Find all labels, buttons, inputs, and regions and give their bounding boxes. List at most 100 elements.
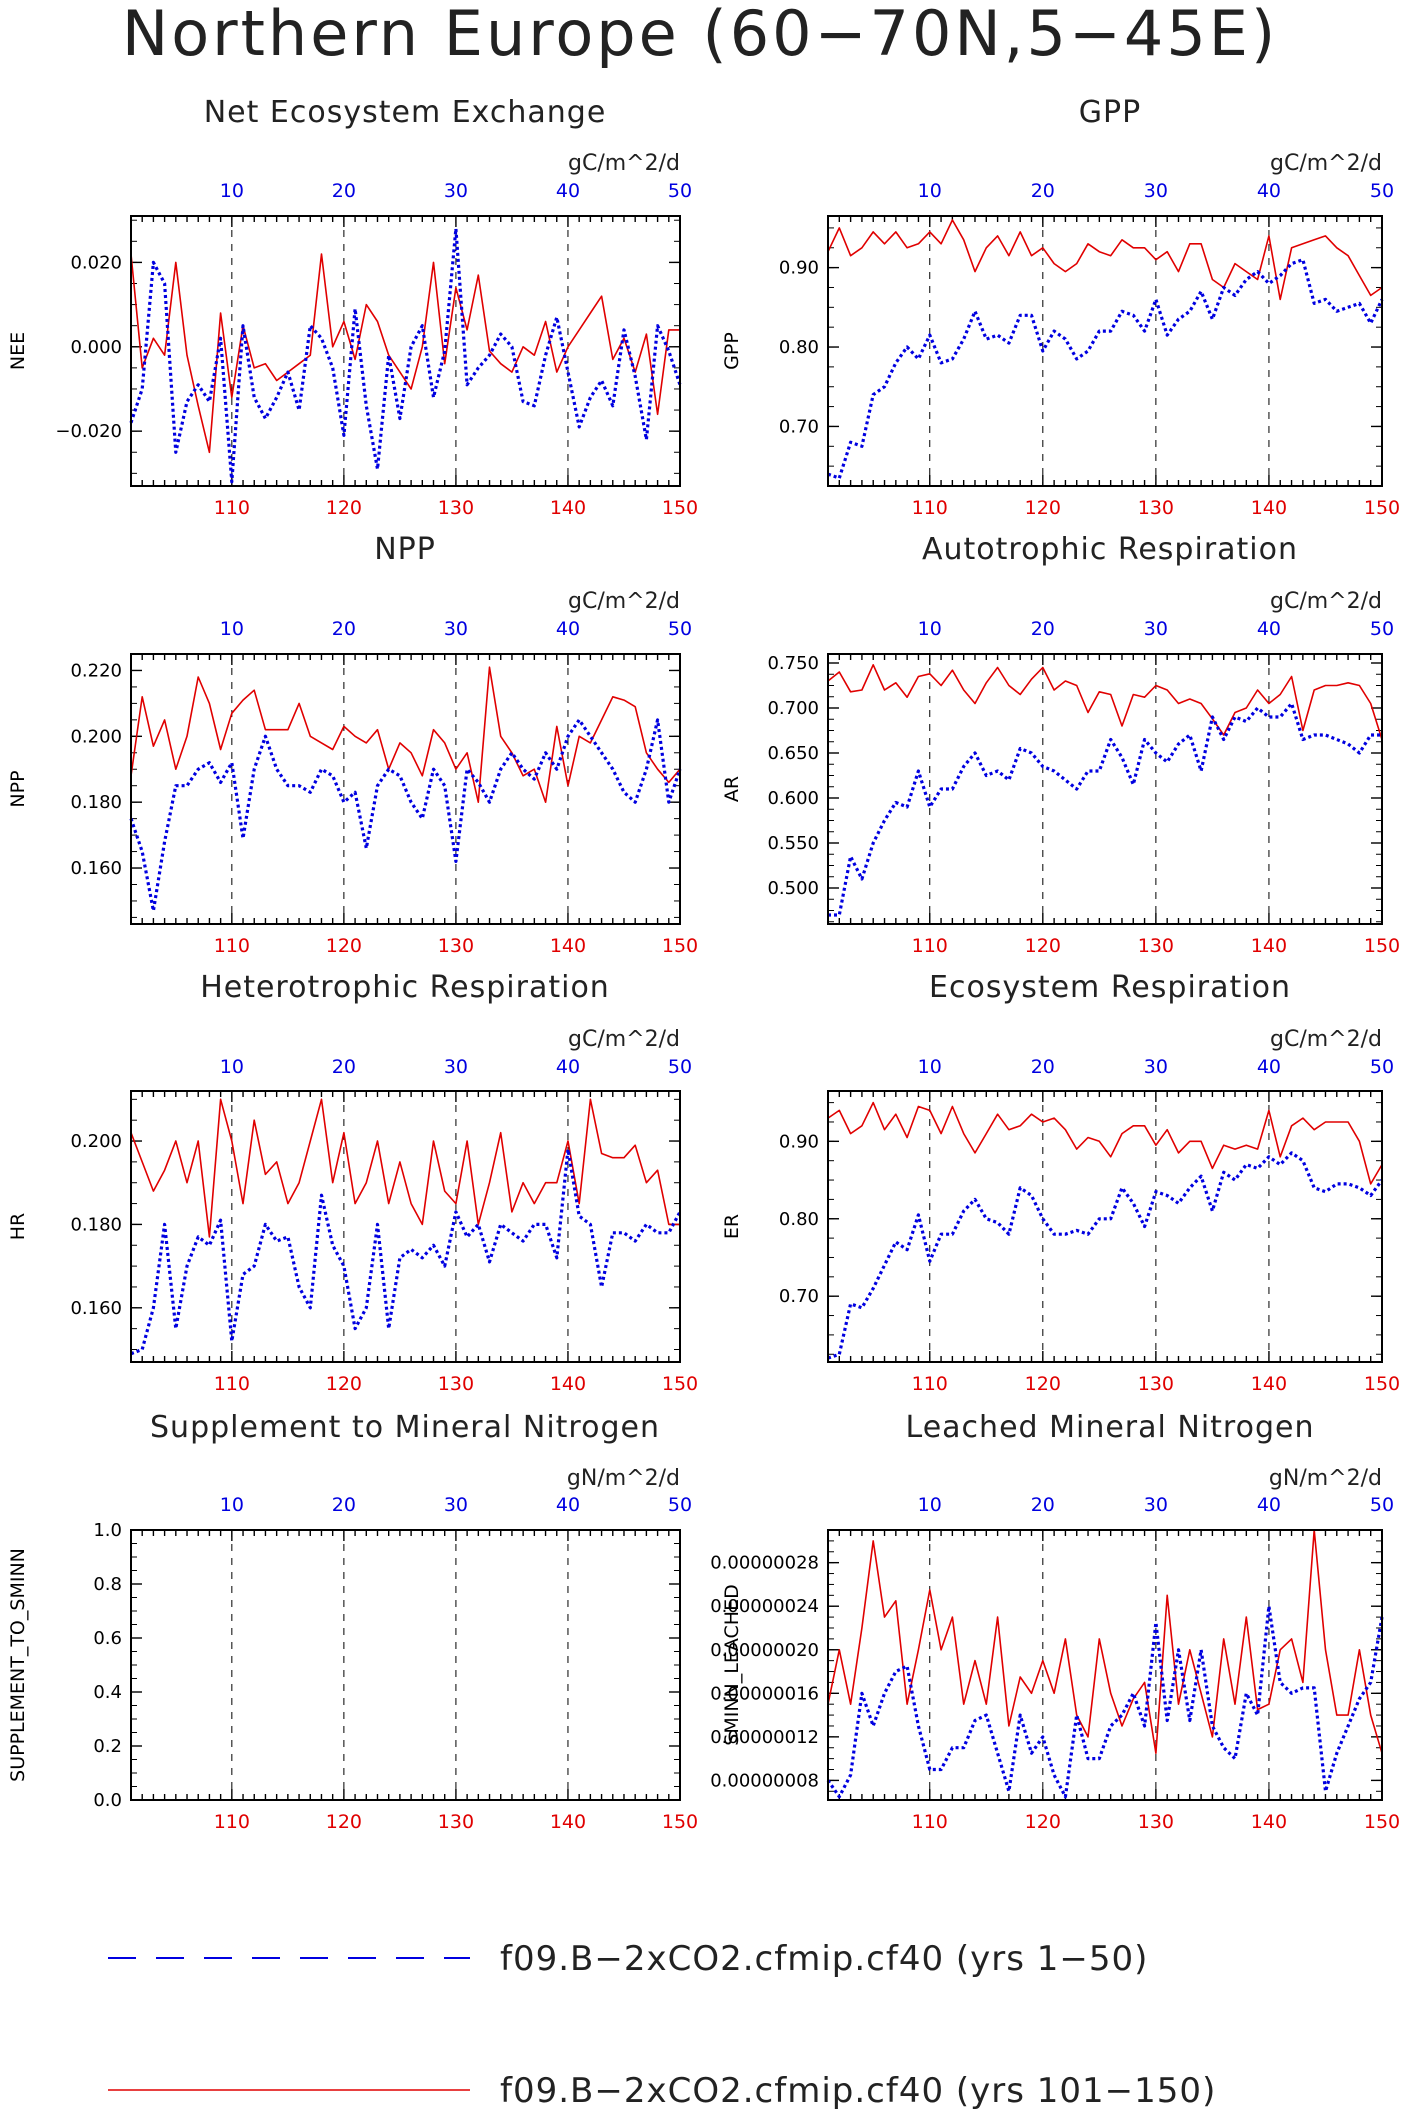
series-line-yrs-101-150 (827, 663, 1383, 740)
x-top-tick-label: 40 (1257, 180, 1281, 202)
y-tick-label: 0.00000016 (710, 1683, 819, 1704)
x-tick-label: 140 (550, 935, 586, 957)
y-axis-label: HR (7, 1213, 29, 1241)
plot-frame (130, 215, 681, 487)
x-top-tick-label: 30 (1144, 1494, 1168, 1516)
figure-title: Northern Europe (60−70N,5−45E) (122, 0, 1278, 70)
y-tick-label: 0.6 (93, 1628, 122, 1649)
x-tick-label: 130 (438, 935, 474, 957)
series-line-yrs-101-150 (827, 219, 1383, 301)
panel-gpp: GPP gC/m^2/d 110 120 130 140 150 10 20 30 40 50 0.90… (721, 95, 1400, 519)
series-line-yrs-1-50 (129, 718, 682, 913)
y-tick-label: 0.2 (93, 1736, 122, 1757)
x-tick-label: 140 (1251, 1811, 1287, 1833)
x-top-tick-label: 30 (1144, 180, 1168, 202)
x-tick-label: 130 (1138, 935, 1174, 957)
plot-frame (827, 215, 1383, 487)
y-tick-label: 0.80 (779, 1209, 819, 1230)
y-tick-label: 0.90 (779, 1131, 819, 1152)
y-tick-label: 0.000 (70, 337, 122, 358)
y-axis-label: NEE (7, 332, 29, 370)
x-tick-label: 110 (214, 497, 250, 519)
x-tick-label: 120 (1025, 1373, 1061, 1395)
units-label: gC/m^2/d (568, 589, 680, 614)
panel-autotrophic-respiration: Autotrophic Respiration gC/m^2/d 110 120 130… (721, 532, 1400, 957)
series-line-yrs-1-50 (828, 701, 1382, 917)
panel-supplement-to-mineral-nitrogen: Supplement to Mineral Nitrogen gN/m^2/d 11… (7, 1410, 698, 1833)
series-line-yrs-101-150 (827, 1529, 1383, 1754)
y-tick-label: 0.0 (93, 1790, 122, 1811)
x-tick-label: 120 (1025, 935, 1061, 957)
series-line-yrs-1-50 (129, 227, 682, 484)
x-tick-label: 140 (550, 497, 586, 519)
x-top-tick-label: 30 (444, 180, 468, 202)
units-label: gC/m^2/d (568, 1027, 680, 1052)
y-tick-label: 0.600 (767, 788, 819, 809)
y-tick-label: 0.00000008 (710, 1770, 819, 1791)
y-tick-label: 0.00000028 (710, 1553, 819, 1574)
x-tick-label: 110 (214, 1373, 250, 1395)
x-top-tick-label: 50 (668, 180, 692, 202)
units-label: gC/m^2/d (1270, 151, 1382, 176)
series-line-yrs-101-150 (130, 1098, 680, 1238)
x-tick-label: 130 (438, 1811, 474, 1833)
series-line-yrs-101-150 (130, 666, 681, 804)
legend: f09.B−2xCO2.cfmip.cf40 (yrs 1−50) f09.B−… (108, 1939, 1216, 2111)
chart-panels: Net Ecosystem Exchange gC/m^2/d 110 120 130 1… (7, 95, 1400, 1833)
y-tick-label: 0.70 (779, 416, 819, 437)
panel-leached-mineral-nitrogen: Leached Mineral Nitrogen gN/m^2/d 110 120 13… (710, 1410, 1400, 1833)
y-axis-label: ER (721, 1214, 743, 1239)
x-tick-label: 130 (1138, 1373, 1174, 1395)
y-tick-label: 1.0 (93, 1520, 122, 1541)
x-tick-label: 140 (1251, 497, 1287, 519)
y-tick-label: 0.020 (70, 252, 122, 273)
x-top-tick-label: 10 (918, 180, 942, 202)
x-top-tick-label: 10 (220, 1056, 244, 1078)
panel-heterotrophic-respiration: Heterotrophic Respiration gC/m^2/d 110 120 1… (7, 970, 698, 1395)
plot-frame (827, 1529, 1383, 1801)
units-label: gC/m^2/d (568, 151, 680, 176)
plot-frame (130, 1090, 681, 1363)
x-tick-label: 110 (912, 1373, 948, 1395)
x-top-tick-label: 30 (444, 1494, 468, 1516)
panel-title-ecosystem-respiration: Ecosystem Respiration (929, 970, 1291, 1005)
units-label: gC/m^2/d (1270, 1027, 1382, 1052)
panel-title-npp: NPP (374, 532, 436, 567)
x-top-tick-label: 20 (332, 180, 356, 202)
x-top-tick-label: 50 (1370, 1056, 1394, 1078)
y-tick-label: 0.80 (779, 337, 819, 358)
x-top-tick-label: 20 (1031, 180, 1055, 202)
plot-frame (827, 1090, 1383, 1363)
x-top-tick-label: 20 (332, 1494, 356, 1516)
x-tick-label: 150 (1364, 497, 1400, 519)
series-line-yrs-101-150 (130, 253, 680, 454)
units-label: gN/m^2/d (1269, 1466, 1382, 1491)
y-axis-label: AR (721, 776, 743, 802)
series-line-yrs-101-150 (827, 1101, 1383, 1185)
units-label: gN/m^2/d (567, 1466, 680, 1491)
panel-ecosystem-respiration: Ecosystem Respiration gC/m^2/d 110 120 130 14… (721, 970, 1400, 1395)
y-tick-label: 0.00000024 (710, 1596, 819, 1617)
y-tick-label: 0.700 (767, 698, 819, 719)
x-top-tick-label: 20 (332, 1056, 356, 1078)
x-tick-label: 120 (326, 497, 362, 519)
units-label: gC/m^2/d (1270, 589, 1382, 614)
legend-label-yrs-101-150: f09.B−2xCO2.cfmip.cf40 (yrs 101−150) (500, 2071, 1216, 2111)
y-tick-label: 0.160 (70, 1298, 122, 1319)
plot-frame (130, 653, 681, 925)
x-tick-label: 110 (214, 1811, 250, 1833)
panel-net-ecosystem-exchange: Net Ecosystem Exchange gC/m^2/d 110 120 130 1… (7, 95, 698, 519)
y-tick-label: 0.70 (779, 1286, 819, 1307)
x-top-tick-label: 10 (918, 618, 942, 640)
y-tick-label: 0.200 (70, 1131, 122, 1152)
x-top-tick-label: 50 (1370, 618, 1394, 640)
y-axis-label: SUPPLEMENT_TO_SMINN (7, 1548, 29, 1782)
x-tick-label: 150 (662, 497, 698, 519)
y-axis-label: SMINN_LEACHED (721, 1584, 743, 1745)
y-tick-label: 0.220 (70, 660, 122, 681)
x-top-tick-label: 40 (556, 180, 580, 202)
series-line-yrs-1-50 (827, 258, 1384, 480)
x-tick-label: 120 (326, 935, 362, 957)
x-tick-label: 140 (1251, 1373, 1287, 1395)
